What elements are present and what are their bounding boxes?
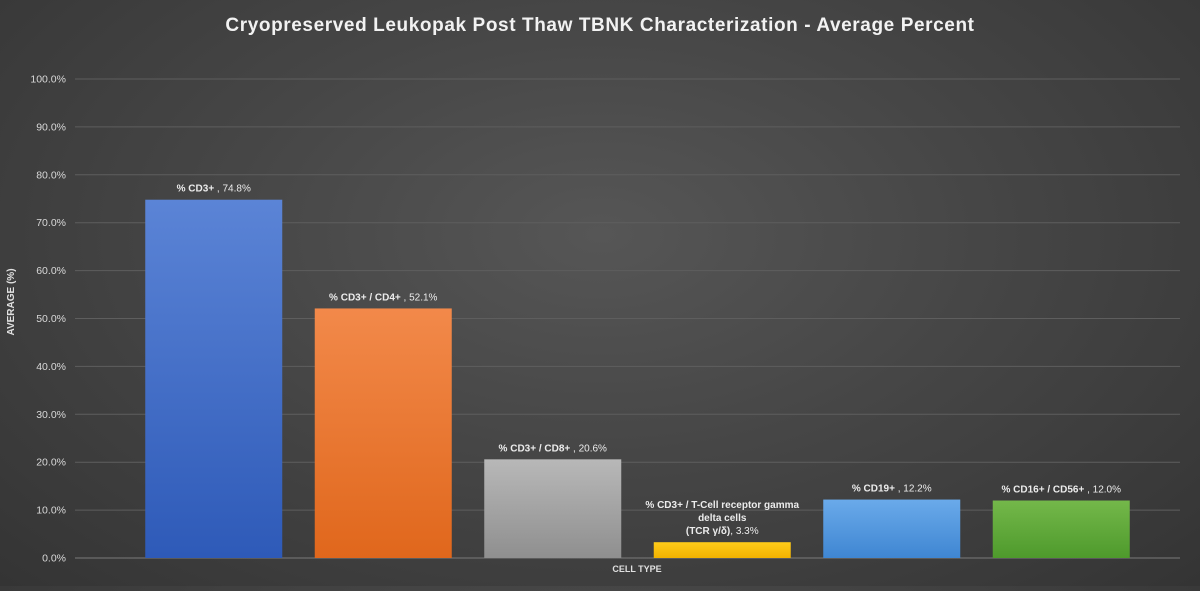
y-axis-label: AVERAGE (%) [6,268,17,335]
bar [992,500,1130,558]
bar [653,542,791,558]
data-label: (TCR γ/δ), 3.3% [686,526,759,537]
y-tick-label: 90.0% [36,121,66,133]
bars [145,199,1130,558]
chart-title: Cryopreserved Leukopak Post Thaw TBNK Ch… [225,15,974,36]
y-tick-label: 50.0% [36,313,66,325]
data-label: % CD3+ / T-Cell receptor gamma [645,500,799,511]
bar [145,199,283,558]
data-labels: % CD3+ , 74.8% % CD3+ / CD4+ , 52.1% % CD3… [177,184,1121,537]
data-label: delta cells [698,513,747,524]
data-label: % CD19+ , 12.2% [852,484,932,495]
data-label: % CD3+ / CD4+ , 52.1% [329,292,438,303]
bar [484,459,622,558]
y-axis-ticks: 0.0% 10.0% 20.0% 30.0% 40.0% 50.0% 60.0% 70.0% 8… [30,74,66,565]
y-tick-label: 0.0% [42,553,66,565]
y-tick-label: 100.0% [30,74,66,86]
bar [823,499,961,558]
y-tick-label: 40.0% [36,361,66,373]
y-tick-label: 80.0% [36,169,66,181]
bar [314,308,452,558]
data-label: % CD16+ / CD56+ , 12.0% [1001,485,1121,496]
y-tick-label: 10.0% [36,505,66,517]
data-label: % CD3+ / CD8+ , 20.6% [499,443,608,454]
y-tick-label: 30.0% [36,409,66,421]
data-label: % CD3+ , 74.8% [177,184,251,195]
y-tick-label: 60.0% [36,265,66,277]
y-tick-label: 20.0% [36,457,66,469]
x-axis-label: CELL TYPE [612,564,661,574]
y-tick-label: 70.0% [36,217,66,229]
